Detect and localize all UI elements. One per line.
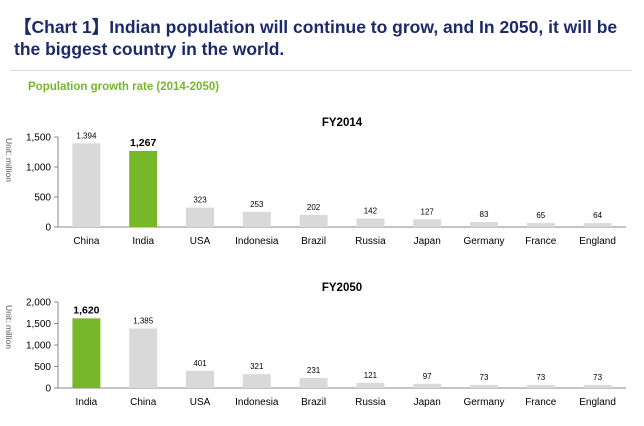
bar-germany — [470, 384, 498, 388]
x-tick-label-germany: Germany — [463, 397, 504, 408]
data-label-germany: 83 — [480, 210, 489, 219]
data-label-indonesia: 321 — [250, 362, 264, 371]
y-tick-label: 0 — [45, 223, 51, 234]
bar-england — [583, 223, 612, 227]
y-tick-label: 1,000 — [26, 163, 51, 174]
data-label-india: 1,620 — [73, 304, 99, 316]
x-tick-label-brazil: Brazil — [301, 236, 326, 247]
bar-china — [72, 143, 101, 227]
x-tick-label-indonesia: Indonesia — [235, 236, 279, 247]
bar-germany — [470, 222, 498, 227]
data-label-england: 64 — [593, 211, 602, 220]
x-tick-label-japan: Japan — [414, 397, 441, 408]
bar-england — [583, 384, 612, 388]
x-tick-label-russia: Russia — [355, 236, 386, 247]
x-tick-label-france: France — [525, 236, 557, 247]
data-label-china: 1,385 — [133, 316, 154, 325]
data-label-indonesia: 253 — [250, 200, 264, 209]
y-tick-label: 1,500 — [26, 133, 51, 144]
bar-india — [129, 150, 158, 227]
data-label-india: 1,267 — [130, 137, 156, 149]
data-label-russia: 142 — [364, 206, 378, 215]
bar-russia — [356, 218, 385, 227]
x-tick-label-russia: Russia — [355, 397, 386, 408]
bar-indonesia — [242, 211, 271, 227]
y-tick-label: 1,500 — [26, 319, 51, 330]
chart-title-1: FY2050 — [322, 282, 362, 294]
x-tick-label-france: France — [525, 397, 557, 408]
x-tick-label-germany: Germany — [463, 236, 504, 247]
data-label-usa: 401 — [193, 359, 207, 368]
bar-usa — [186, 370, 214, 388]
data-label-england: 73 — [593, 373, 602, 382]
bar-china — [129, 328, 158, 388]
x-tick-label-brazil: Brazil — [301, 397, 326, 408]
bar-france — [526, 223, 555, 227]
bar-russia — [356, 382, 385, 388]
x-tick-label-india: India — [76, 397, 98, 408]
data-label-france: 65 — [536, 211, 545, 220]
data-label-usa: 323 — [193, 196, 207, 205]
x-tick-label-england: England — [579, 397, 616, 408]
bar-brazil — [299, 214, 328, 227]
data-label-japan: 127 — [421, 207, 435, 216]
bar-india — [72, 318, 101, 388]
chart-title-0: FY2014 — [322, 117, 363, 129]
data-label-russia: 121 — [364, 371, 378, 380]
title-divider — [10, 70, 632, 71]
bar-france — [526, 384, 555, 388]
data-label-france: 73 — [536, 373, 545, 382]
bar-brazil — [299, 378, 328, 388]
data-label-germany: 73 — [480, 373, 489, 382]
bar-usa — [186, 207, 214, 227]
x-tick-label-china: China — [73, 236, 100, 247]
y-tick-label: 0 — [45, 384, 51, 395]
page-title: 【Chart 1】Indian population will continue… — [14, 17, 618, 59]
data-label-japan: 97 — [423, 372, 432, 381]
x-tick-label-japan: Japan — [414, 236, 441, 247]
x-tick-label-india: India — [132, 236, 154, 247]
y-tick-label: 500 — [34, 362, 51, 373]
data-label-brazil: 231 — [307, 366, 321, 375]
x-tick-label-indonesia: Indonesia — [235, 397, 279, 408]
y-tick-label: 2,000 — [26, 298, 51, 309]
x-tick-label-england: England — [579, 236, 616, 247]
x-tick-label-usa: USA — [190, 236, 211, 247]
bar-indonesia — [242, 374, 271, 388]
x-tick-label-usa: USA — [190, 397, 211, 408]
x-tick-label-china: China — [130, 397, 157, 408]
chart-subtitle: Population growth rate (2014-2050) — [28, 81, 220, 93]
bar-japan — [413, 383, 442, 388]
bar-japan — [413, 219, 442, 227]
data-label-china: 1,394 — [76, 131, 97, 140]
y-tick-label: 1,000 — [26, 341, 51, 352]
data-label-brazil: 202 — [307, 203, 321, 212]
y-tick-label: 500 — [34, 193, 51, 204]
